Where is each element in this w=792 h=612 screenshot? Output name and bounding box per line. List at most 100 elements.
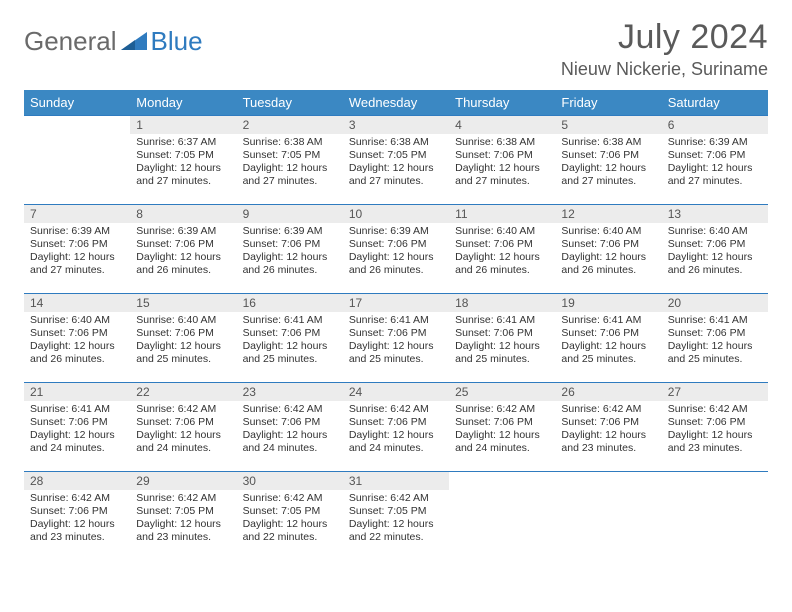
day-number: 7 (24, 205, 130, 223)
calendar-row: 14Sunrise: 6:40 AMSunset: 7:06 PMDayligh… (24, 294, 768, 383)
day-number: 5 (555, 116, 661, 134)
day-number: 1 (130, 116, 236, 134)
day-details: Sunrise: 6:42 AMSunset: 7:06 PMDaylight:… (662, 401, 768, 460)
calendar-cell: 19Sunrise: 6:41 AMSunset: 7:06 PMDayligh… (555, 294, 661, 383)
day-details: Sunrise: 6:37 AMSunset: 7:05 PMDaylight:… (130, 134, 236, 193)
day-details: Sunrise: 6:42 AMSunset: 7:06 PMDaylight:… (449, 401, 555, 460)
calendar-cell: 16Sunrise: 6:41 AMSunset: 7:06 PMDayligh… (237, 294, 343, 383)
day-number: 19 (555, 294, 661, 312)
calendar-cell-empty (555, 472, 661, 561)
weekday-header: Tuesday (237, 90, 343, 116)
calendar-cell: 18Sunrise: 6:41 AMSunset: 7:06 PMDayligh… (449, 294, 555, 383)
calendar-cell: 12Sunrise: 6:40 AMSunset: 7:06 PMDayligh… (555, 205, 661, 294)
day-details: Sunrise: 6:40 AMSunset: 7:06 PMDaylight:… (449, 223, 555, 282)
calendar-table: SundayMondayTuesdayWednesdayThursdayFrid… (24, 90, 768, 561)
day-number: 11 (449, 205, 555, 223)
day-number: 10 (343, 205, 449, 223)
calendar-cell: 17Sunrise: 6:41 AMSunset: 7:06 PMDayligh… (343, 294, 449, 383)
day-number: 23 (237, 383, 343, 401)
day-details: Sunrise: 6:40 AMSunset: 7:06 PMDaylight:… (555, 223, 661, 282)
day-number: 12 (555, 205, 661, 223)
calendar-cell: 4Sunrise: 6:38 AMSunset: 7:06 PMDaylight… (449, 116, 555, 205)
day-details: Sunrise: 6:38 AMSunset: 7:05 PMDaylight:… (343, 134, 449, 193)
weekday-header: Monday (130, 90, 236, 116)
calendar-cell: 23Sunrise: 6:42 AMSunset: 7:06 PMDayligh… (237, 383, 343, 472)
day-details: Sunrise: 6:41 AMSunset: 7:06 PMDaylight:… (237, 312, 343, 371)
day-details: Sunrise: 6:41 AMSunset: 7:06 PMDaylight:… (343, 312, 449, 371)
weekday-header: Sunday (24, 90, 130, 116)
calendar-cell: 28Sunrise: 6:42 AMSunset: 7:06 PMDayligh… (24, 472, 130, 561)
calendar-cell-empty (449, 472, 555, 561)
day-details: Sunrise: 6:42 AMSunset: 7:06 PMDaylight:… (343, 401, 449, 460)
month-title: July 2024 (561, 18, 768, 57)
weekday-header: Wednesday (343, 90, 449, 116)
day-number: 17 (343, 294, 449, 312)
brand-part1: General (24, 26, 117, 57)
calendar-cell-empty (662, 472, 768, 561)
day-number: 4 (449, 116, 555, 134)
brand-logo: General Blue (24, 18, 203, 57)
day-details: Sunrise: 6:38 AMSunset: 7:06 PMDaylight:… (449, 134, 555, 193)
calendar-cell: 3Sunrise: 6:38 AMSunset: 7:05 PMDaylight… (343, 116, 449, 205)
day-details: Sunrise: 6:40 AMSunset: 7:06 PMDaylight:… (662, 223, 768, 282)
day-details: Sunrise: 6:39 AMSunset: 7:06 PMDaylight:… (662, 134, 768, 193)
day-number: 18 (449, 294, 555, 312)
day-number: 22 (130, 383, 236, 401)
day-number: 8 (130, 205, 236, 223)
calendar-row: 21Sunrise: 6:41 AMSunset: 7:06 PMDayligh… (24, 383, 768, 472)
day-details: Sunrise: 6:40 AMSunset: 7:06 PMDaylight:… (130, 312, 236, 371)
day-number: 29 (130, 472, 236, 490)
day-number: 6 (662, 116, 768, 134)
calendar-row: 7Sunrise: 6:39 AMSunset: 7:06 PMDaylight… (24, 205, 768, 294)
calendar-cell: 24Sunrise: 6:42 AMSunset: 7:06 PMDayligh… (343, 383, 449, 472)
calendar-cell: 25Sunrise: 6:42 AMSunset: 7:06 PMDayligh… (449, 383, 555, 472)
day-number: 13 (662, 205, 768, 223)
day-details: Sunrise: 6:41 AMSunset: 7:06 PMDaylight:… (24, 401, 130, 460)
day-details: Sunrise: 6:42 AMSunset: 7:05 PMDaylight:… (130, 490, 236, 549)
day-details: Sunrise: 6:38 AMSunset: 7:05 PMDaylight:… (237, 134, 343, 193)
day-number: 20 (662, 294, 768, 312)
day-number: 28 (24, 472, 130, 490)
calendar-cell: 11Sunrise: 6:40 AMSunset: 7:06 PMDayligh… (449, 205, 555, 294)
day-details: Sunrise: 6:39 AMSunset: 7:06 PMDaylight:… (24, 223, 130, 282)
weekday-row: SundayMondayTuesdayWednesdayThursdayFrid… (24, 90, 768, 116)
calendar-cell: 21Sunrise: 6:41 AMSunset: 7:06 PMDayligh… (24, 383, 130, 472)
calendar-cell: 2Sunrise: 6:38 AMSunset: 7:05 PMDaylight… (237, 116, 343, 205)
calendar-row: 1Sunrise: 6:37 AMSunset: 7:05 PMDaylight… (24, 116, 768, 205)
calendar-cell: 26Sunrise: 6:42 AMSunset: 7:06 PMDayligh… (555, 383, 661, 472)
day-details: Sunrise: 6:39 AMSunset: 7:06 PMDaylight:… (237, 223, 343, 282)
calendar-row: 28Sunrise: 6:42 AMSunset: 7:06 PMDayligh… (24, 472, 768, 561)
location-label: Nieuw Nickerie, Suriname (561, 59, 768, 80)
day-details: Sunrise: 6:38 AMSunset: 7:06 PMDaylight:… (555, 134, 661, 193)
day-details: Sunrise: 6:39 AMSunset: 7:06 PMDaylight:… (343, 223, 449, 282)
calendar-cell: 1Sunrise: 6:37 AMSunset: 7:05 PMDaylight… (130, 116, 236, 205)
day-number: 26 (555, 383, 661, 401)
brand-part2: Blue (151, 26, 203, 57)
calendar-cell: 14Sunrise: 6:40 AMSunset: 7:06 PMDayligh… (24, 294, 130, 383)
calendar-cell: 20Sunrise: 6:41 AMSunset: 7:06 PMDayligh… (662, 294, 768, 383)
calendar-cell: 29Sunrise: 6:42 AMSunset: 7:05 PMDayligh… (130, 472, 236, 561)
day-number: 15 (130, 294, 236, 312)
day-details: Sunrise: 6:42 AMSunset: 7:06 PMDaylight:… (237, 401, 343, 460)
header: General Blue July 2024 Nieuw Nickerie, S… (24, 18, 768, 80)
logo-triangle-icon (121, 26, 147, 57)
calendar-cell: 8Sunrise: 6:39 AMSunset: 7:06 PMDaylight… (130, 205, 236, 294)
calendar-cell: 6Sunrise: 6:39 AMSunset: 7:06 PMDaylight… (662, 116, 768, 205)
day-number: 2 (237, 116, 343, 134)
weekday-header: Saturday (662, 90, 768, 116)
day-details: Sunrise: 6:41 AMSunset: 7:06 PMDaylight:… (555, 312, 661, 371)
day-number: 16 (237, 294, 343, 312)
calendar-cell: 9Sunrise: 6:39 AMSunset: 7:06 PMDaylight… (237, 205, 343, 294)
day-number: 21 (24, 383, 130, 401)
calendar-cell: 30Sunrise: 6:42 AMSunset: 7:05 PMDayligh… (237, 472, 343, 561)
calendar-cell: 13Sunrise: 6:40 AMSunset: 7:06 PMDayligh… (662, 205, 768, 294)
weekday-header: Thursday (449, 90, 555, 116)
day-details: Sunrise: 6:40 AMSunset: 7:06 PMDaylight:… (24, 312, 130, 371)
day-number: 9 (237, 205, 343, 223)
calendar-cell: 31Sunrise: 6:42 AMSunset: 7:05 PMDayligh… (343, 472, 449, 561)
day-number: 25 (449, 383, 555, 401)
day-details: Sunrise: 6:39 AMSunset: 7:06 PMDaylight:… (130, 223, 236, 282)
calendar-cell: 15Sunrise: 6:40 AMSunset: 7:06 PMDayligh… (130, 294, 236, 383)
calendar-cell: 27Sunrise: 6:42 AMSunset: 7:06 PMDayligh… (662, 383, 768, 472)
day-details: Sunrise: 6:42 AMSunset: 7:06 PMDaylight:… (24, 490, 130, 549)
